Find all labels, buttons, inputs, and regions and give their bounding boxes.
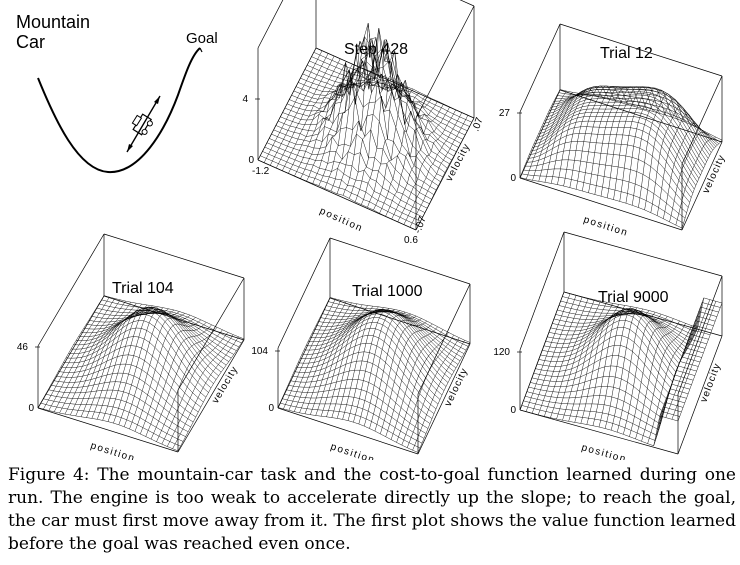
surface-plot-2: Trial 12 27 0 position velocity (499, 23, 728, 239)
box-edge (415, 5, 475, 119)
box-edge (277, 237, 331, 349)
y-axis-label: velocity (210, 364, 240, 405)
surface-plot-4: Trial 1000 104 0 position velocity (251, 237, 471, 460)
figure-4: Mountain Car Goal Step 428 4 0 position velo… (16, 0, 728, 460)
plot-title: Step 428 (344, 41, 408, 58)
box-edge (559, 89, 723, 143)
z-min-label: 0 (28, 403, 34, 414)
diagram-title-line1: Mountain (16, 12, 90, 32)
goal-tick (199, 47, 203, 53)
plot-title: Trial 1000 (352, 283, 423, 300)
caption-text: The mountain-car task and the cost-to-go… (8, 465, 736, 554)
box-edge (37, 233, 105, 347)
box-edge (563, 231, 723, 277)
mountain-car-diagram: Mountain Car Goal (16, 12, 218, 174)
z-min-label: 0 (268, 403, 274, 414)
box-edge (417, 343, 471, 455)
x-axis-label: position (329, 441, 377, 460)
double-arrow-icon (126, 95, 161, 153)
y-axis-label: velocity (701, 153, 728, 195)
z-min-label: 0 (510, 405, 516, 416)
box-edge (257, 0, 284, 49)
box-edge (329, 297, 471, 345)
y-axis-label: velocity (443, 366, 471, 408)
box-edge (677, 275, 723, 395)
box-edge (519, 409, 679, 455)
y-axis-label: velocity (699, 361, 724, 404)
surface-mesh (519, 291, 723, 447)
goal-label: Goal (186, 30, 218, 47)
surface-plot-3: Trial 104 46 0 position velocity (17, 233, 245, 460)
box-edge (519, 89, 561, 179)
z-min-label: 0 (248, 155, 254, 166)
plot-title: Trial 104 (112, 280, 174, 297)
box-edge (37, 407, 179, 453)
surface-mesh (257, 22, 475, 231)
box-edge (103, 233, 245, 279)
plot-title: Trial 9000 (598, 289, 669, 306)
x-max-label: 0.6 (404, 235, 418, 246)
diagram-title-line2: Car (16, 32, 45, 52)
box-edge (277, 407, 419, 455)
box-edge (329, 237, 471, 285)
x-axis-label: position (582, 214, 630, 239)
z-max-label: 4 (242, 94, 248, 105)
caption-label: Figure 4: (8, 465, 90, 485)
plot-title: Trial 12 (600, 45, 653, 62)
z-max-label: 104 (251, 346, 268, 357)
box-edge (681, 75, 723, 165)
surface-mesh (519, 85, 723, 229)
z-max-label: 27 (499, 108, 511, 119)
x-axis-label: position (318, 206, 365, 235)
z-min-label: 0 (510, 173, 516, 184)
surface-mesh (37, 295, 245, 452)
box-edge (177, 339, 245, 453)
z-max-label: 120 (493, 347, 510, 358)
box-edge (519, 231, 565, 351)
box-edge (519, 177, 683, 231)
box-edge (519, 23, 561, 113)
mountain-curve (37, 47, 201, 174)
car-icon (131, 113, 153, 136)
box-edge (459, 0, 475, 7)
figure-caption: Figure 4: The mountain-car task and the … (8, 464, 736, 556)
box-edge (681, 141, 723, 231)
box-edge (37, 295, 105, 409)
x-axis-label: position (580, 442, 628, 460)
y-max-label: .07 (470, 116, 485, 133)
x-axis-label: position (89, 440, 137, 460)
surface-mesh (277, 297, 471, 453)
box-edge (559, 23, 723, 77)
x-min-label: -1.2 (252, 166, 270, 177)
surface-plot-5: Trial 9000 120 0 position velocity (493, 231, 724, 460)
z-max-label: 46 (17, 342, 29, 353)
box-edge (103, 295, 245, 341)
box-edge (677, 335, 723, 455)
